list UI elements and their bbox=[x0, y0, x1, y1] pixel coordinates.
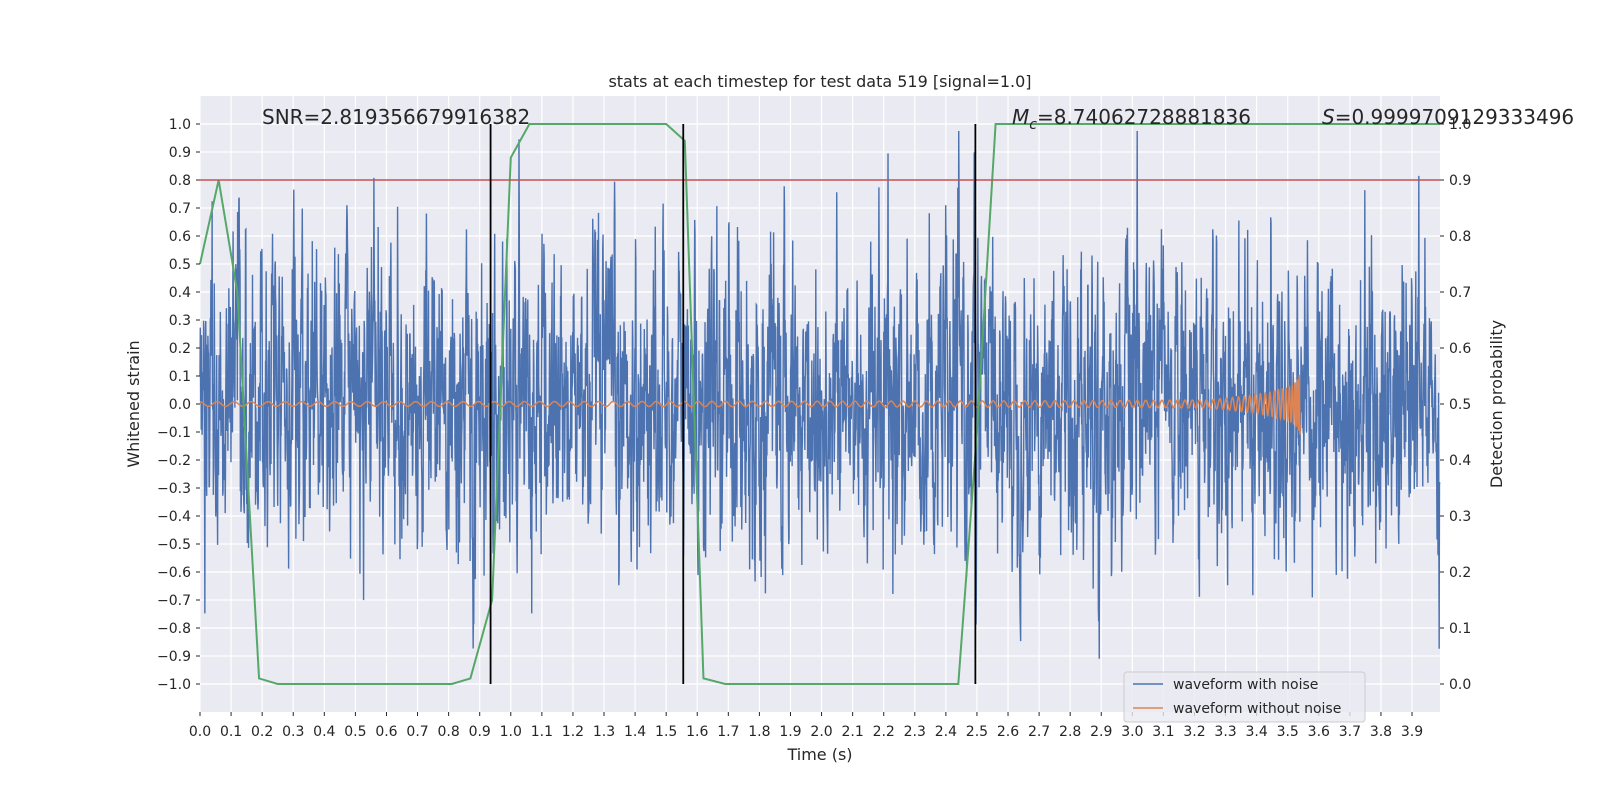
y-tick-label: 0.3 bbox=[169, 313, 191, 329]
chirp-mass-annotation: Mc=8.74062728881836 bbox=[1012, 105, 1251, 133]
x-tick-label: 1.7 bbox=[717, 724, 739, 740]
x-tick-label: 2.1 bbox=[841, 724, 863, 740]
y2-tick-label: 0.5 bbox=[1449, 397, 1471, 413]
x-tick-label: 0.3 bbox=[282, 724, 304, 740]
x-tick-label: 0.2 bbox=[251, 724, 273, 740]
axes: 0.0 0.1 0.2 0.3 0.4 0.5 0.6 0.7 0.8 0.9 1.0 1.1 1.2 1… bbox=[157, 117, 1471, 740]
y-tick-label: −0.3 bbox=[157, 481, 191, 497]
x-tick-label: 0.1 bbox=[220, 724, 242, 740]
y-tick-label: 0.7 bbox=[169, 201, 191, 217]
y2-tick-label: 1.0 bbox=[1449, 117, 1471, 133]
noisy-waveform-line bbox=[199, 130, 1441, 659]
x-tick-label: 2.5 bbox=[966, 724, 988, 740]
legend: waveform with noise waveform without noi… bbox=[1123, 671, 1366, 723]
x-tick-label: 0.8 bbox=[437, 724, 459, 740]
y-tick-label: −0.8 bbox=[157, 621, 191, 637]
y-tick-label: 0.0 bbox=[169, 397, 191, 413]
y2-tick-label: 0.8 bbox=[1449, 229, 1471, 245]
y-tick-label: 0.2 bbox=[169, 341, 191, 357]
x-tick-label: 2.7 bbox=[1028, 724, 1050, 740]
x-tick-label: 1.8 bbox=[748, 724, 770, 740]
x-tick-label: 1.1 bbox=[531, 724, 553, 740]
detection-probability-line bbox=[199, 123, 1440, 685]
x-axis-label: Time (s) bbox=[786, 745, 852, 764]
legend-label-clean: waveform without noise bbox=[1173, 701, 1341, 717]
score-value: =0.9999709129333496 bbox=[1335, 105, 1574, 129]
y2-tick-label: 0.4 bbox=[1449, 453, 1471, 469]
x-tick-label: 3.5 bbox=[1277, 724, 1299, 740]
x-tick-label: 1.4 bbox=[624, 724, 646, 740]
x-tick-label: 3.0 bbox=[1121, 724, 1143, 740]
x-tick-label: 3.6 bbox=[1308, 724, 1330, 740]
x-tick-label: 3.8 bbox=[1370, 724, 1392, 740]
score-symbol: S bbox=[1322, 105, 1335, 129]
chirp-mass-symbol: M bbox=[1012, 105, 1029, 129]
x-tick-label: 2.9 bbox=[1090, 724, 1112, 740]
y-axis-label: Whitened strain bbox=[124, 340, 143, 467]
chirp-mass-value: =8.74062728881836 bbox=[1037, 105, 1251, 129]
snr-annotation: SNR=2.819356679916382 bbox=[262, 105, 530, 129]
legend-box bbox=[1123, 671, 1366, 723]
x-tick-label: 1.0 bbox=[500, 724, 522, 740]
clean-waveform-line bbox=[199, 374, 1301, 435]
x-tick-label: 3.9 bbox=[1401, 724, 1423, 740]
x-tick-label: 2.6 bbox=[997, 724, 1019, 740]
y-tick-label: −0.2 bbox=[157, 453, 191, 469]
y-tick-label: −0.7 bbox=[157, 593, 191, 609]
y2-axis-label: Detection probability bbox=[1487, 320, 1506, 488]
y-tick-label: −0.1 bbox=[157, 425, 191, 441]
score-annotation: S=0.9999709129333496 bbox=[1322, 105, 1574, 129]
y-tick-label: −1.0 bbox=[157, 677, 191, 693]
x-tick-label: 0.7 bbox=[406, 724, 428, 740]
y-tick-label: −0.5 bbox=[157, 537, 191, 553]
y-tick-label: 0.9 bbox=[169, 145, 191, 161]
x-tick-label: 0.0 bbox=[189, 724, 211, 740]
x-tick-label: 2.2 bbox=[873, 724, 895, 740]
y-tick-label: −0.6 bbox=[157, 565, 191, 581]
y2-tick-label: 0.1 bbox=[1449, 621, 1471, 637]
x-tick-label: 3.7 bbox=[1339, 724, 1361, 740]
plot-area bbox=[199, 123, 1441, 685]
x-tick-label: 1.9 bbox=[779, 724, 801, 740]
y-tick-label: 0.8 bbox=[169, 173, 191, 189]
x-tick-label: 3.4 bbox=[1246, 724, 1268, 740]
chart-title: stats at each timestep for test data 519… bbox=[608, 72, 1031, 91]
y-tick-label: 0.4 bbox=[169, 285, 191, 301]
y2-tick-label: 0.9 bbox=[1449, 173, 1471, 189]
y2-tick-label: 0.7 bbox=[1449, 285, 1471, 301]
y2-tick-label: 0.2 bbox=[1449, 565, 1471, 581]
x-tick-label: 2.4 bbox=[935, 724, 957, 740]
x-tick-label: 1.3 bbox=[593, 724, 615, 740]
y2-tick-label: 0.6 bbox=[1449, 341, 1471, 357]
y-tick-label: −0.9 bbox=[157, 649, 191, 665]
x-tick-label: 3.2 bbox=[1183, 724, 1205, 740]
x-tick-label: 0.5 bbox=[344, 724, 366, 740]
x-tick-label: 0.4 bbox=[313, 724, 335, 740]
y-tick-label: 0.5 bbox=[169, 257, 191, 273]
x-tick-label: 3.3 bbox=[1214, 724, 1236, 740]
y-tick-label: 0.6 bbox=[169, 229, 191, 245]
x-tick-label: 1.5 bbox=[655, 724, 677, 740]
chirp-mass-subscript: c bbox=[1029, 117, 1037, 133]
x-tick-label: 1.6 bbox=[686, 724, 708, 740]
y-tick-label: 1.0 bbox=[169, 117, 191, 133]
y2-tick-label: 0.0 bbox=[1449, 677, 1471, 693]
x-tick-label: 0.9 bbox=[469, 724, 491, 740]
x-tick-label: 2.8 bbox=[1059, 724, 1081, 740]
x-tick-label: 1.2 bbox=[562, 724, 584, 740]
x-tick-label: 3.1 bbox=[1152, 724, 1174, 740]
x-tick-label: 2.0 bbox=[810, 724, 832, 740]
y-tick-label: 0.1 bbox=[169, 369, 191, 385]
y-tick-label: −0.4 bbox=[157, 509, 191, 525]
y2-tick-label: 0.3 bbox=[1449, 509, 1471, 525]
x-tick-label: 2.3 bbox=[904, 724, 926, 740]
legend-label-noise: waveform with noise bbox=[1173, 677, 1318, 693]
x-tick-label: 0.6 bbox=[375, 724, 397, 740]
